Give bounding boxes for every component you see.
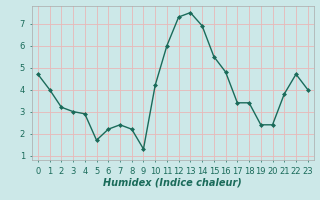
X-axis label: Humidex (Indice chaleur): Humidex (Indice chaleur)	[103, 177, 242, 187]
